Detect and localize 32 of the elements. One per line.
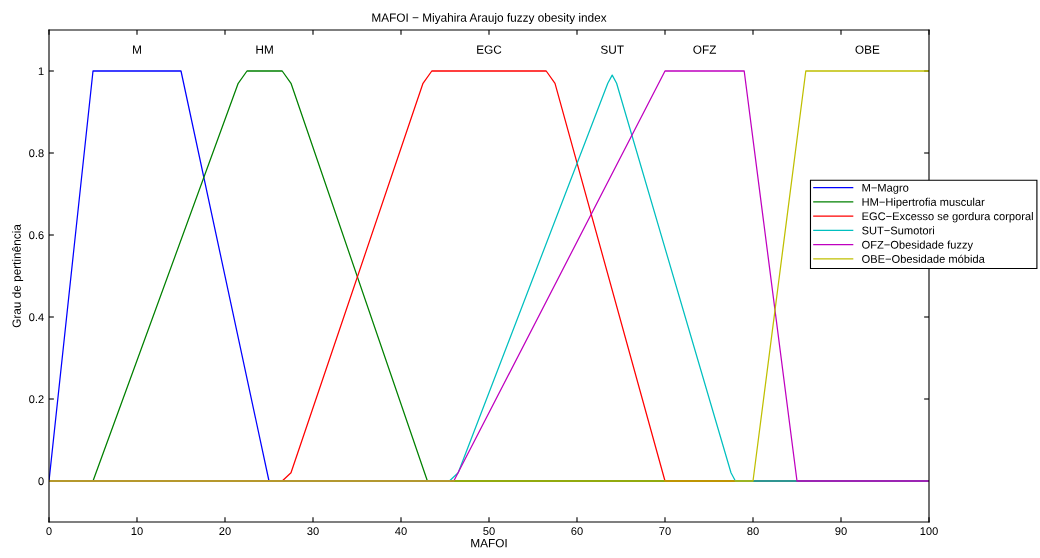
legend-label: SUT−Sumotori	[862, 226, 935, 235]
x-axis-title: MAFOI	[471, 538, 507, 548]
annotation: EGC	[477, 45, 502, 54]
x-tick-label: 20	[219, 527, 231, 536]
y-axis-title: Grau de pertinência	[12, 224, 24, 328]
x-tick-label: 50	[483, 527, 495, 536]
x-tick-label: 70	[659, 527, 671, 536]
x-tick-label: 30	[307, 527, 319, 536]
y-tick-label: 0.6	[29, 231, 44, 240]
legend-label: OBE−Obesidade móbida	[862, 254, 985, 263]
annotation: SUT	[600, 45, 624, 54]
annotation: M	[133, 45, 141, 54]
y-tick-label: 0.2	[29, 395, 44, 404]
y-tick-label: 1	[38, 67, 44, 76]
x-tick-label: 0	[46, 527, 52, 536]
x-tick-label: 10	[131, 527, 143, 536]
x-tick-label: 80	[747, 527, 759, 536]
x-tick-label: 90	[835, 527, 847, 536]
legend-label: OFZ−Obesidade fuzzy	[862, 240, 974, 251]
x-tick-label: 40	[395, 527, 407, 536]
legend-label: M−Magro	[862, 183, 909, 194]
chart-title: MAFOI − Miyahira Araujo fuzzy obesity index	[372, 13, 607, 25]
x-tick-label: 100	[920, 527, 938, 536]
y-tick-label: 0.4	[29, 313, 44, 322]
annotation: OFZ	[693, 45, 717, 54]
legend-label: HM−Hipertrofia muscular	[862, 197, 985, 209]
y-tick-label: 0.8	[29, 149, 44, 158]
y-tick-label: 0	[38, 477, 44, 486]
x-tick-label: 60	[571, 527, 583, 536]
annotation: OBE	[855, 45, 880, 54]
annotation: HM	[256, 45, 273, 54]
legend-label: EGC−Excesso se gordura corporal	[862, 212, 1033, 223]
